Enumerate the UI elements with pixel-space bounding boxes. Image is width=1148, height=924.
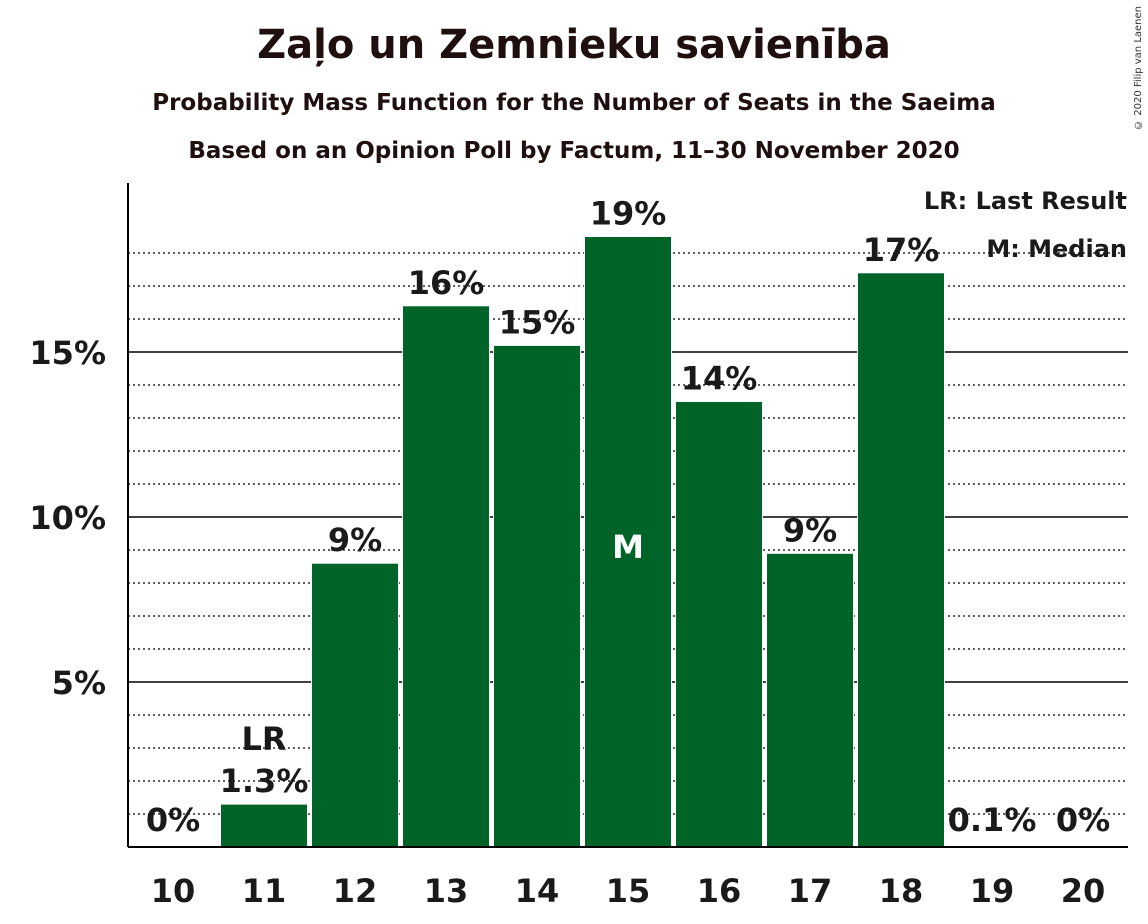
x-tick-label: 20 xyxy=(1061,872,1106,910)
bar xyxy=(766,552,854,848)
y-tick-label: 10% xyxy=(29,499,106,537)
data-label: 0% xyxy=(1056,801,1110,839)
data-label: 14% xyxy=(681,360,758,398)
x-tick-label: 12 xyxy=(333,872,378,910)
x-tick-label: 11 xyxy=(242,872,287,910)
chart-subtitle: Probability Mass Function for the Number… xyxy=(152,90,996,116)
bar xyxy=(220,803,308,848)
data-label: 16% xyxy=(408,264,485,302)
x-tick-label: 13 xyxy=(424,872,469,910)
data-label: 9% xyxy=(328,521,382,559)
y-tick-label: 5% xyxy=(52,664,106,702)
bar xyxy=(311,562,399,848)
bar xyxy=(584,236,672,848)
y-tick-label: 15% xyxy=(29,334,106,372)
legend-entry: LR: Last Result xyxy=(924,187,1127,215)
x-tick-label: 16 xyxy=(697,872,742,910)
x-tick-label: 19 xyxy=(970,872,1015,910)
axes: 5% 10% 15% 10 11 12 13 14 15 16 17 18 19 20 xyxy=(29,183,1128,910)
chart-title: Zaļo un Zemnieku savienība xyxy=(257,22,891,68)
x-tick-label: 17 xyxy=(788,872,833,910)
bar xyxy=(493,344,581,848)
data-label: 0.1% xyxy=(948,801,1037,839)
legend-entry: M: Median xyxy=(986,235,1127,263)
data-label: 9% xyxy=(783,511,837,549)
median-marker: M xyxy=(612,528,644,566)
chart-subtitle-poll: Based on an Opinion Poll by Factum, 11–3… xyxy=(188,138,960,164)
x-tick-label: 18 xyxy=(879,872,924,910)
bar xyxy=(857,272,945,848)
legend: LR: Last Result M: Median xyxy=(924,187,1127,263)
bar xyxy=(402,305,490,848)
data-labels: 0% 1.3% LR 9% 16% 15% 19% M 14% 9% 17% 0.1% 0% xyxy=(146,195,1110,840)
data-label: 17% xyxy=(863,231,940,269)
data-label: 0% xyxy=(146,801,200,839)
bar xyxy=(675,401,763,848)
x-tick-label: 10 xyxy=(151,872,196,910)
x-tick-label: 15 xyxy=(606,872,651,910)
bars xyxy=(220,236,945,848)
data-label: 15% xyxy=(499,303,576,341)
data-label: 1.3% xyxy=(220,762,309,800)
x-tick-label: 14 xyxy=(515,872,560,910)
data-label: 19% xyxy=(590,195,667,233)
last-result-marker: LR xyxy=(241,720,286,758)
